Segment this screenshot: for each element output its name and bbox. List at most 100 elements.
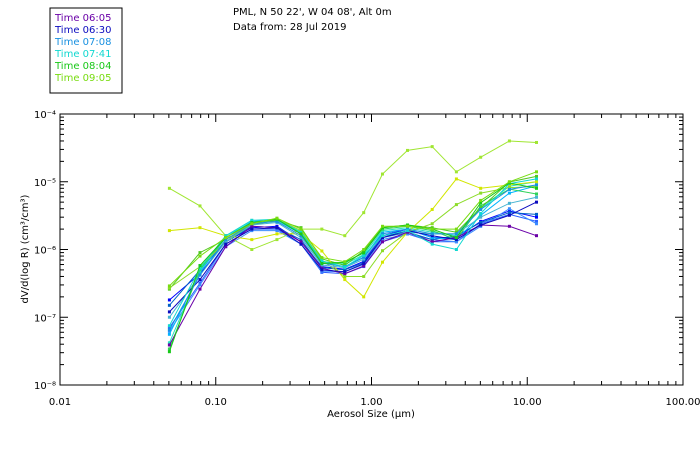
series-6-point — [430, 227, 434, 231]
series-6-point — [167, 284, 171, 288]
chart-subtitle: Data from: 28 Jul 2019 — [233, 22, 346, 33]
extra-series-9-point — [507, 139, 511, 143]
y-tick-label: 10⁻⁶ — [34, 246, 56, 257]
series-6-point — [250, 222, 254, 226]
extra-series-11-point — [167, 286, 171, 290]
series-3-line — [168, 184, 537, 331]
series-4-point — [479, 211, 483, 215]
extra-series-9-point — [406, 148, 410, 152]
extra-series-12-point — [507, 201, 511, 205]
series-6-point — [224, 236, 228, 240]
extra-series-3-point — [507, 207, 511, 211]
extra-series-12-point — [224, 240, 228, 244]
axis-ticks: 0.01 0.10 1.00 10.00 100.00 10⁻⁸ 10⁻⁷ 10⁻⁶ 10⁻⁵ 1… — [34, 110, 700, 408]
series-3-point — [454, 232, 458, 236]
extra-series-11-point — [380, 249, 384, 253]
series-6-point — [299, 227, 303, 231]
series-5-point — [320, 262, 324, 266]
series-1-point — [380, 240, 384, 244]
series-3-point — [507, 187, 511, 191]
series-1-point — [406, 230, 410, 234]
data-series — [167, 139, 539, 354]
series-5-point — [479, 201, 483, 205]
extra-series-9-point — [454, 170, 458, 174]
series-2-point — [198, 278, 202, 282]
series-4-point — [362, 253, 366, 257]
series-6-point — [380, 224, 384, 228]
extra-series-11-point — [507, 186, 511, 190]
series-3-point — [406, 227, 410, 231]
extra-series-4-point — [535, 212, 539, 216]
series-6-point — [275, 216, 279, 220]
series-4-point — [406, 229, 410, 233]
series-5-point — [299, 232, 303, 236]
series-3-point — [535, 183, 539, 187]
series-2-point — [224, 242, 228, 246]
extra-series-3-point — [250, 229, 254, 233]
extra-series-10-point — [430, 207, 434, 211]
extra-series-5-point — [430, 236, 434, 240]
series-1-point — [320, 266, 324, 270]
series-2-point — [320, 268, 324, 272]
extra-series-10-point — [320, 249, 324, 253]
extra-series-11-point — [535, 185, 539, 189]
series-1-point — [430, 240, 434, 244]
series-6-point — [198, 254, 202, 258]
extra-series-9-point — [430, 145, 434, 149]
y-tick-label: 10⁻⁵ — [34, 178, 56, 189]
extra-series-3-point — [535, 222, 539, 226]
extra-series-9-point — [380, 172, 384, 176]
extra-series-2-point — [167, 326, 171, 330]
extra-series-10-point — [380, 260, 384, 264]
series-3-point — [479, 207, 483, 211]
series-2-point — [479, 223, 483, 227]
extra-series-12-point — [299, 236, 303, 240]
series-2-point — [167, 310, 171, 314]
extra-series-9-point — [535, 140, 539, 144]
extra-series-7-point — [430, 229, 434, 233]
legend-entry: Time 07:41 — [54, 49, 111, 60]
series-5-point — [362, 251, 366, 255]
series-4-point — [380, 234, 384, 238]
extra-series-6-point — [167, 341, 171, 345]
y-tick-label: 10⁻⁴ — [34, 110, 56, 121]
series-4-point — [250, 218, 254, 222]
series-3-point — [275, 219, 279, 223]
extra-series-12-point — [167, 315, 171, 319]
series-2-point — [275, 226, 279, 230]
x-axis-label: Aerosol Size (μm) — [327, 409, 415, 420]
extra-series-11-point — [479, 191, 483, 195]
extra-series-10-point — [454, 177, 458, 181]
extra-series-2-line — [168, 213, 537, 328]
series-6-point — [535, 170, 539, 174]
series-1-point — [535, 234, 539, 238]
series-5-point — [535, 186, 539, 190]
extra-series-9-point — [198, 204, 202, 208]
series-6-line — [169, 171, 537, 287]
series-4-point — [535, 177, 539, 181]
series-3-point — [167, 328, 171, 332]
series-1-point — [250, 224, 254, 228]
series-6-point — [454, 227, 458, 231]
series-6-point — [406, 224, 410, 228]
series-6-point — [320, 256, 324, 260]
series-1-point — [343, 272, 347, 276]
extra-series-10-point — [198, 226, 202, 230]
extra-series-4-point — [299, 238, 303, 242]
series-4-point — [299, 230, 303, 234]
series-6-point — [507, 180, 511, 184]
extra-series-6-point — [198, 269, 202, 273]
extra-series-10-point — [535, 180, 539, 184]
extra-series-11-point — [299, 229, 303, 233]
series-3-point — [198, 273, 202, 277]
series-5-point — [167, 350, 171, 354]
series-2-point — [343, 270, 347, 274]
extra-series-7-point — [479, 204, 483, 208]
series-2-point — [250, 227, 254, 231]
extra-series-6-point — [454, 234, 458, 238]
extra-series-10-line — [169, 178, 537, 298]
extra-series-8-point — [535, 174, 539, 178]
extra-series-4-point — [507, 211, 511, 215]
extra-series-3-point — [454, 240, 458, 244]
